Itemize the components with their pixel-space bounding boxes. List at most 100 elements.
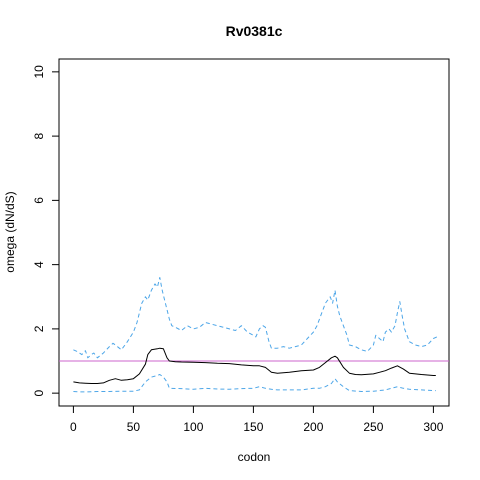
x-tick-label: 300 [423,420,443,434]
x-tick-label: 50 [127,420,141,434]
y-tick-label: 10 [32,65,46,79]
data-point [147,299,148,300]
data-point [169,388,170,389]
data-point [346,335,347,336]
data-point [409,341,410,342]
data-point [325,362,326,363]
x-axis: 0 50 100 150 200 250 300 [70,405,444,434]
data-point [319,367,320,368]
data-point [343,325,344,326]
data-point [421,389,422,390]
data-point [181,361,182,362]
data-point [97,391,98,392]
data-point [265,327,266,328]
data-point [313,369,314,370]
data-point [223,327,224,328]
data-point [259,386,260,387]
data-point [367,351,368,352]
data-point [157,375,158,376]
data-point [241,364,242,365]
x-tick-label: 200 [303,420,323,434]
data-point [322,309,323,310]
data-point [121,391,122,392]
data-point [154,283,155,284]
data-point [361,349,362,350]
data-point [379,390,380,391]
data-point [289,389,290,390]
y-axis: 0 2 4 6 8 10 [32,65,60,396]
data-point [109,380,110,381]
data-point [271,372,272,373]
data-point [361,374,362,375]
data-point [403,369,404,370]
chart-title: Rv0381c [226,23,283,39]
data-point [133,378,134,379]
series-upper-bound [73,277,438,359]
data-point [373,344,374,345]
data-point [171,325,172,326]
series-line-upper-bound [73,277,438,359]
data-point [217,363,218,364]
data-point [163,348,164,349]
data-point [109,391,110,392]
data-point [382,341,383,342]
data-point [136,322,137,323]
plot-frame [58,58,450,407]
y-tick-label: 2 [32,325,46,332]
data-point [253,365,254,366]
data-point [399,301,400,302]
data-point [187,325,188,326]
data-point [164,299,165,300]
data-point [147,354,148,355]
data-point [339,315,340,316]
data-point [313,388,314,389]
data-point [229,363,230,364]
data-point [343,386,344,387]
data-point [151,349,152,350]
data-point [259,365,260,366]
data-point [415,344,416,345]
data-point [97,383,98,384]
data-point [355,374,356,375]
data-point [325,303,326,304]
data-point [169,360,170,361]
data-point [169,319,170,320]
data-point [93,352,94,353]
data-point [295,346,296,347]
data-point [76,351,77,352]
data-point [103,382,104,383]
data-point [283,346,284,347]
y-axis-label: omega (dN/dS) [3,191,17,272]
data-point [175,327,176,328]
data-point [409,389,410,390]
data-point [385,332,386,333]
data-point [334,356,335,357]
data-point [355,346,356,347]
data-point [205,362,206,363]
series-line-lower-bound [73,374,436,393]
data-point [127,341,128,342]
data-point [133,391,134,392]
data-point [427,344,428,345]
data-point [73,381,74,382]
data-point [79,391,80,392]
data-point [433,338,434,339]
data-point [391,368,392,369]
data-point [145,364,146,365]
data-point [139,312,140,313]
data-point [319,319,320,320]
data-point [163,377,164,378]
data-point [301,370,302,371]
data-point [217,388,218,389]
data-point [277,389,278,390]
data-point [157,348,158,349]
y-tick-label: 8 [32,132,46,139]
data-point [404,328,405,329]
data-point [277,373,278,374]
data-point [433,390,434,391]
data-point [229,328,230,329]
data-point [313,332,314,333]
data-point [265,388,266,389]
data-point [289,372,290,373]
